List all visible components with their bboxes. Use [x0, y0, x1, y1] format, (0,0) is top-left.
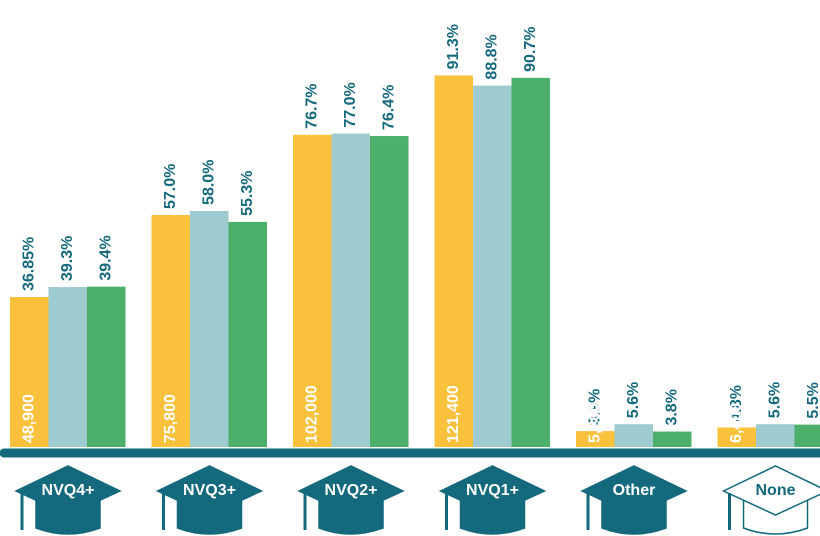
- hat-board: [297, 465, 405, 516]
- value-label: 55.3%: [239, 171, 256, 216]
- count-label: 6,400: [728, 403, 745, 443]
- category-label: NVQ4+: [42, 482, 95, 499]
- value-label: 88.8%: [483, 34, 500, 79]
- bar: [87, 286, 126, 447]
- bar: [473, 85, 512, 448]
- value-label: 76.7%: [303, 83, 320, 128]
- bar: [511, 77, 550, 447]
- count-label: 5,200: [586, 403, 603, 443]
- graduation-hat: NVQ2+: [297, 465, 405, 535]
- category-label: NVQ2+: [325, 482, 378, 499]
- bar: [576, 431, 615, 447]
- category-label: Other: [613, 482, 656, 499]
- value-label: 3.9%: [586, 389, 603, 425]
- graduation-hat: NVQ3+: [155, 465, 264, 535]
- value-label: 58.0%: [200, 160, 217, 205]
- bar: [10, 297, 49, 447]
- value-label: 39.3%: [59, 236, 76, 281]
- bar: [190, 210, 229, 447]
- hat-board: [438, 465, 547, 516]
- hat-board: [155, 465, 264, 516]
- value-label: 57.0%: [162, 164, 179, 209]
- bar: [756, 424, 795, 447]
- graduation-hat: Other: [580, 465, 688, 535]
- count-label: 75,800: [162, 394, 179, 443]
- graduation-hat: NVQ1+: [438, 465, 547, 535]
- bar: [717, 427, 756, 447]
- hat-board: [580, 465, 688, 516]
- bar: [794, 424, 820, 447]
- count-label: 48,900: [20, 394, 37, 443]
- hat-board: [721, 465, 820, 516]
- category-label: NVQ3+: [183, 482, 236, 499]
- bar: [228, 221, 267, 447]
- bar: [434, 75, 473, 447]
- hat-board: [14, 465, 122, 516]
- value-label: 5.6%: [625, 382, 642, 418]
- bar: [293, 134, 332, 447]
- value-label: 4.8%: [728, 385, 745, 421]
- bar: [614, 424, 653, 447]
- value-label: 77.0%: [342, 82, 359, 127]
- bar: [48, 287, 87, 447]
- graduation-hat: NVQ4+: [14, 465, 122, 535]
- count-label: 102,000: [303, 385, 320, 443]
- graduation-hat: None: [721, 465, 820, 535]
- value-label: 76.4%: [380, 85, 397, 130]
- value-label: 39.4%: [97, 235, 114, 280]
- value-label: 3.8%: [663, 389, 680, 425]
- category-label: NVQ1+: [466, 482, 519, 499]
- count-label: 121,400: [445, 385, 462, 443]
- category-label: None: [756, 482, 796, 499]
- bar: [151, 215, 190, 447]
- bar: [370, 136, 409, 447]
- bar: [653, 431, 692, 447]
- bar: [331, 133, 370, 448]
- value-label: 5.6%: [766, 382, 783, 418]
- value-label: 91.3%: [445, 24, 462, 69]
- value-label: 5.5%: [805, 382, 820, 418]
- value-label: 36.85%: [20, 237, 37, 291]
- value-label: 90.7%: [522, 26, 539, 71]
